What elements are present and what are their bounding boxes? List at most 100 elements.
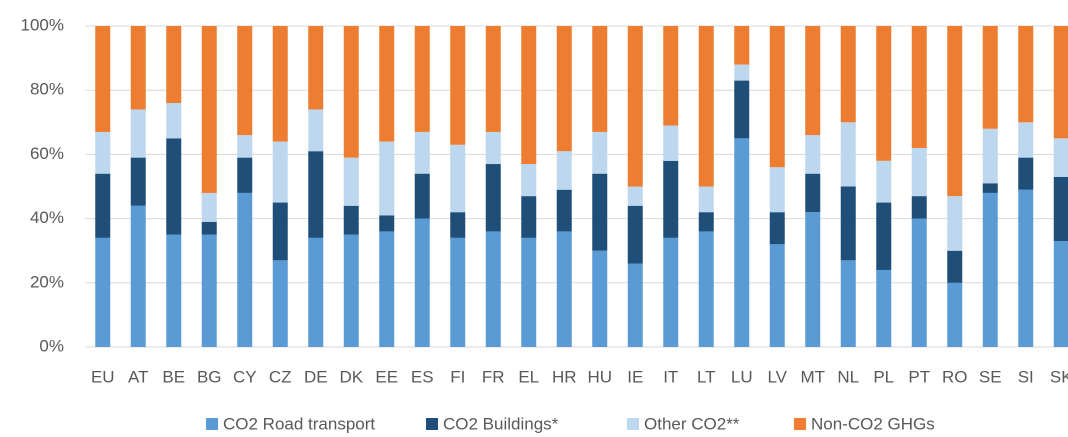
bar-segment <box>450 237 466 347</box>
bar-segment <box>308 237 324 347</box>
y-tick-label: 20% <box>30 272 64 291</box>
bar-segment <box>627 26 643 187</box>
bar-segment <box>876 202 892 270</box>
bar-segment <box>343 234 359 347</box>
bar-segment <box>1053 26 1068 139</box>
bar-segment <box>805 212 821 347</box>
x-tick-label: LV <box>767 367 787 386</box>
legend-label: CO2 Road transport <box>223 414 375 433</box>
bar-segment <box>840 186 856 261</box>
x-tick-label: EU <box>91 367 115 386</box>
bar-segment <box>343 157 359 206</box>
x-tick-label: PT <box>908 367 930 386</box>
bar-segment <box>592 26 608 132</box>
bar-segment <box>698 26 714 187</box>
bar-segment <box>805 173 821 213</box>
bar-segment <box>308 109 324 152</box>
x-tick-label: BG <box>197 367 222 386</box>
bar-segment <box>592 250 608 347</box>
bar-segment <box>237 26 253 136</box>
bar-segment <box>769 26 785 168</box>
x-tick-label: RO <box>942 367 968 386</box>
bar-segment <box>876 26 892 161</box>
legend-swatch <box>794 418 806 430</box>
bar-segment <box>663 237 679 347</box>
bar-segment <box>201 192 217 222</box>
bar-segment <box>840 260 856 347</box>
bar-segment <box>272 260 288 347</box>
bar-segment <box>698 212 714 232</box>
x-tick-label: FI <box>450 367 465 386</box>
bar-segment <box>237 135 253 158</box>
bar-segment <box>1018 122 1034 158</box>
bar-segment <box>272 202 288 261</box>
x-tick-label: FR <box>482 367 505 386</box>
legend-swatch <box>627 418 639 430</box>
legend-label: CO2 Buildings* <box>443 414 559 433</box>
bar-segment <box>1018 26 1034 123</box>
bar-segment <box>485 131 501 165</box>
bar-segment <box>130 26 146 110</box>
bar-segment <box>734 138 750 347</box>
bar-segment <box>166 26 182 104</box>
bar-segment <box>1053 241 1068 347</box>
bar-segment <box>734 80 750 139</box>
bar-segment <box>485 231 501 347</box>
bar-segment <box>95 26 111 132</box>
bar-segment <box>166 103 182 139</box>
bar-segment <box>308 26 324 110</box>
x-tick-label: CY <box>233 367 257 386</box>
bar-segment <box>272 141 288 203</box>
bar-segment <box>911 218 927 347</box>
bar-segment <box>627 263 643 347</box>
bar-segment <box>414 26 430 132</box>
legend-label: Non-CO2 GHGs <box>811 414 935 433</box>
bar-segment <box>521 164 537 197</box>
x-tick-label: IT <box>663 367 678 386</box>
bar-segment <box>982 183 998 193</box>
x-tick-label: ES <box>411 367 434 386</box>
bar-segment <box>379 26 395 142</box>
bar-segment <box>485 164 501 232</box>
bar-segment <box>521 196 537 238</box>
bar-segment <box>556 231 572 347</box>
bar-segment <box>592 131 608 174</box>
x-tick-label: EE <box>375 367 398 386</box>
x-tick-label: HR <box>552 367 577 386</box>
bar-segment <box>414 218 430 347</box>
bar-segment <box>840 26 856 123</box>
bar-segment <box>201 234 217 347</box>
bar-segment <box>1018 157 1034 190</box>
x-tick-label: CZ <box>269 367 292 386</box>
bar-segment <box>343 26 359 158</box>
x-tick-label: AT <box>128 367 148 386</box>
x-tick-label: SK <box>1050 367 1068 386</box>
y-tick-label: 60% <box>30 144 64 163</box>
bar-segment <box>450 144 466 213</box>
bar-segment <box>379 231 395 347</box>
x-tick-label: EL <box>518 367 539 386</box>
legend-label: Other CO2** <box>644 414 740 433</box>
bar-segment <box>627 186 643 206</box>
bar-segment <box>95 173 111 238</box>
bar-segment <box>450 26 466 145</box>
bar-segment <box>663 160 679 238</box>
x-tick-label: DE <box>304 367 328 386</box>
bar-segment <box>876 269 892 347</box>
bar-segment <box>556 151 572 190</box>
bar-segment <box>201 26 217 193</box>
bar-segment <box>130 205 146 347</box>
x-tick-label: SI <box>1018 367 1034 386</box>
bar-segment <box>130 109 146 158</box>
bar-segment <box>414 131 430 174</box>
bar-segment <box>95 131 111 174</box>
x-tick-label: LU <box>731 367 753 386</box>
x-tick-label: DK <box>339 367 363 386</box>
bar-segment <box>911 26 927 148</box>
bar-segment <box>201 221 217 235</box>
bar-segment <box>769 244 785 347</box>
bar-segment <box>769 212 785 245</box>
bar-segment <box>627 205 643 264</box>
bar-segment <box>521 26 537 165</box>
